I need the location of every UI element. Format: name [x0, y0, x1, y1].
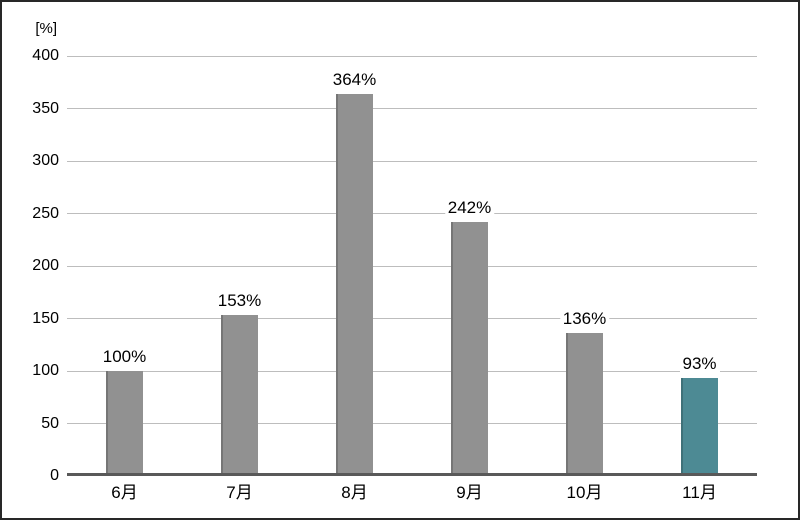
x-axis-line [67, 473, 757, 476]
bar-6月 [106, 371, 143, 476]
bar-10月 [566, 333, 603, 476]
x-tick-label-6月: 6月 [111, 483, 138, 502]
x-tick-label-7月: 7月 [226, 483, 253, 502]
gridline-300 [67, 160, 757, 162]
x-tick-label-9月: 9月 [456, 483, 483, 502]
bar-value-label-7月: 153% [214, 291, 265, 312]
bar-value-label-11月: 93% [679, 354, 720, 375]
bar-7月 [221, 315, 258, 476]
y-tick-label-100: 100 [32, 362, 59, 379]
gridline-350 [67, 108, 757, 109]
gridline-400 [67, 55, 757, 57]
gridline-250 [67, 213, 757, 214]
y-axis-unit-label: [%] [35, 20, 57, 37]
x-tick-label-8月: 8月 [341, 483, 368, 502]
bar-value-label-10月: 136% [559, 309, 610, 330]
y-tick-label-150: 150 [32, 309, 59, 327]
x-tick-label-10月: 10月 [566, 483, 603, 502]
y-tick-label-50: 50 [41, 414, 59, 432]
gridline-200 [67, 265, 757, 267]
y-tick-label-350: 350 [32, 99, 59, 117]
gridline-50 [67, 423, 757, 424]
x-tick-label-11月: 11月 [682, 483, 717, 502]
gridline-100 [67, 370, 757, 372]
bar-9月 [451, 221, 488, 476]
bar-value-label-9月: 242% [444, 197, 495, 218]
gridline-150 [67, 318, 757, 319]
y-tick-label-200: 200 [32, 257, 59, 274]
y-tick-label-300: 300 [32, 152, 59, 169]
y-tick-label-400: 400 [32, 47, 59, 64]
y-tick-label-0: 0 [50, 467, 59, 484]
bar-11月 [681, 378, 718, 476]
y-tick-label-250: 250 [32, 204, 59, 222]
bar-value-label-6月: 100% [99, 347, 150, 367]
bar-8月 [336, 93, 373, 476]
bar-value-label-8月: 364% [329, 69, 380, 90]
